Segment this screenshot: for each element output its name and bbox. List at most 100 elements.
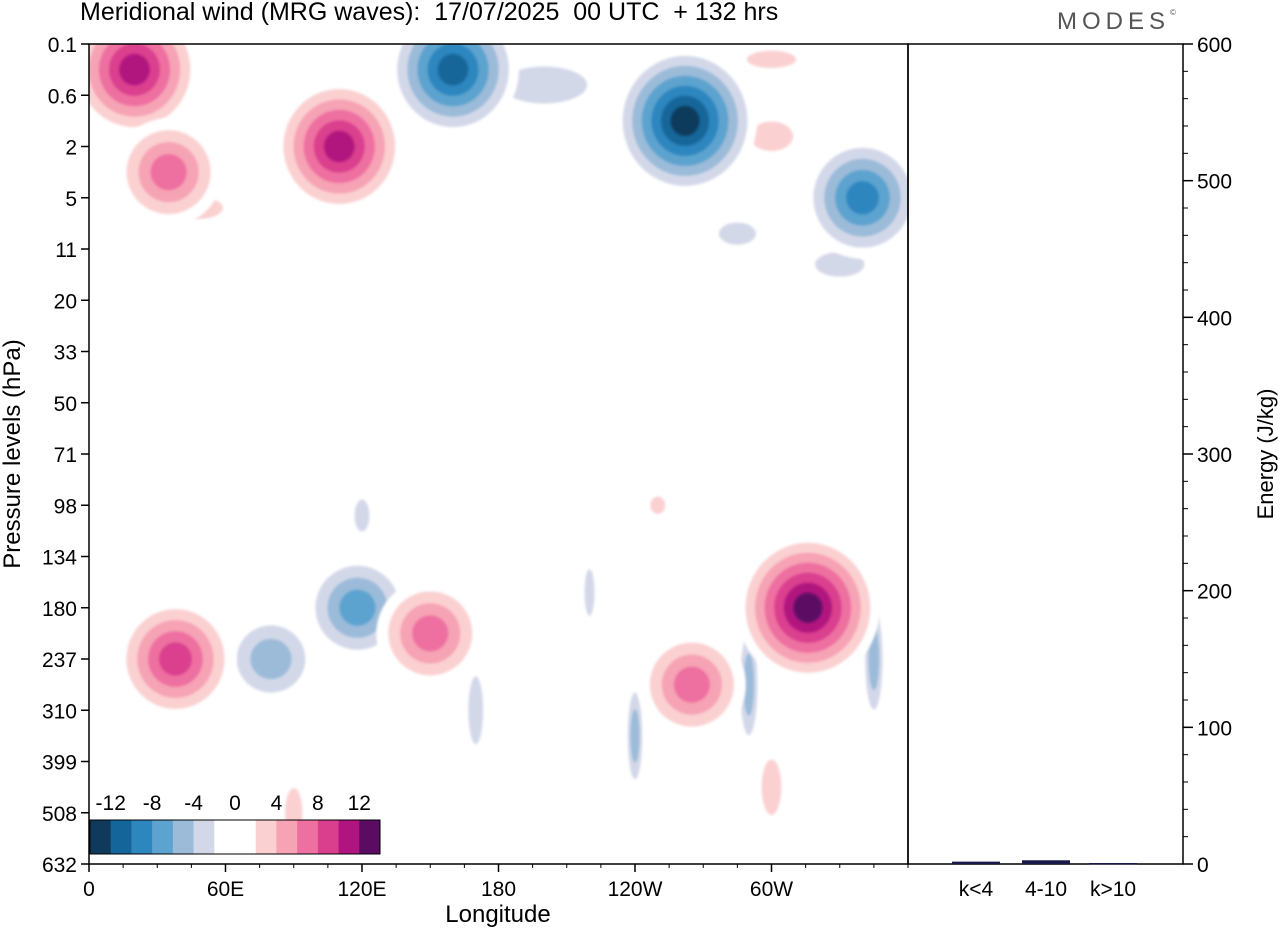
energy-tick-label: 200	[1197, 581, 1232, 604]
contour-feature-11-7	[793, 592, 823, 623]
energy-tick-label: 500	[1197, 171, 1232, 194]
contour-blob-7-1	[307, 252, 417, 277]
contour-blob-5-2	[718, 222, 756, 245]
contour-feature-4-7	[670, 105, 700, 136]
y-tick-label: 20	[54, 290, 77, 313]
contour-feature-9-4	[412, 615, 449, 652]
colorbar-swatch	[193, 820, 215, 854]
contour-feature-6-4	[339, 589, 376, 626]
y-tick-label: 50	[54, 393, 77, 416]
contour-feature-10-4	[673, 666, 710, 703]
contour-blob-18-2	[468, 676, 484, 745]
contour-blob-9-2	[749, 121, 794, 152]
y-tick-label: 98	[54, 495, 77, 518]
contour-blob-11-1	[369, 450, 400, 479]
energy-panel: k<4 4-10 k>10 0 100 200 300 400 500 600 Energy (J…	[907, 34, 1278, 901]
x-tick-label: 60E	[207, 878, 244, 901]
contour-blob-17-2	[584, 568, 595, 616]
colorbar-swatch	[297, 820, 319, 854]
colorbar-label: 12	[348, 792, 371, 815]
energy-category-label: 4-10	[1025, 878, 1067, 901]
y-tick-label: 632	[42, 854, 77, 877]
y-tick-label: 33	[54, 342, 77, 365]
contour-blob-12-2	[354, 499, 370, 532]
contour-blob-25-2	[761, 759, 782, 815]
contour-blob-26-1	[342, 716, 382, 807]
contour-blob-22-1	[530, 614, 558, 755]
contour-feature-8-5	[159, 642, 192, 676]
colorbar-label: 0	[229, 792, 241, 815]
y-tick-label: 5	[65, 188, 77, 211]
colorbar-label: -12	[96, 792, 126, 815]
colorbar-label: 8	[312, 792, 324, 815]
colorbar-swatch	[90, 820, 112, 854]
energy-tick-label: 300	[1197, 444, 1232, 467]
heatmap-axes: 0.1 0.6 2 5 11 20 33 50 71 98 134 180 237 310 399 508 63…	[42, 34, 909, 901]
colorbar-label: 4	[271, 792, 283, 815]
y-tick-label: 508	[42, 803, 77, 826]
colorbar-swatch	[338, 820, 360, 854]
contour-field	[89, 44, 908, 853]
contour-feature-0-6	[119, 53, 150, 86]
y-axis-label: Pressure levels (hPa)	[0, 339, 26, 568]
y-tick-label: 0.6	[48, 85, 77, 108]
brand-mark: ©	[1170, 8, 1176, 17]
x-tick-label: 60W	[750, 878, 793, 901]
brand-logo: MODES©	[1057, 8, 1176, 36]
brand-text: MODES	[1057, 8, 1171, 35]
energy-bar	[1089, 863, 1137, 865]
contour-feature-7-3	[250, 638, 292, 680]
y-tick-label: 180	[42, 598, 77, 621]
contour-blob-8-2	[815, 252, 865, 277]
energy-bar	[952, 861, 1000, 864]
energy-tick-label: 0	[1197, 854, 1209, 877]
energy-category-label: k<4	[959, 878, 994, 901]
contour-blob-28-1	[888, 644, 905, 725]
contour-blob-13-1	[420, 475, 441, 515]
contour-blob-6-1	[534, 240, 645, 269]
contour-blob-16-1	[213, 542, 238, 623]
energy-axis-label: Energy (J/kg)	[1253, 389, 1278, 520]
energy-axes: k<4 4-10 k>10 0 100 200 300 400 500 600	[959, 34, 1232, 901]
colorbar-swatch	[317, 820, 340, 854]
contour-blob-1-2	[500, 66, 588, 104]
y-tick-label: 0.1	[48, 34, 77, 57]
colorbar-frame	[89, 819, 381, 855]
y-tick-label: 134	[42, 547, 77, 570]
energy-bars	[952, 860, 1137, 865]
colorbar-swatch	[131, 820, 153, 854]
colorbar: -12 -8 -4 0 4 8 12	[89, 792, 381, 855]
energy-tick-label: 100	[1197, 717, 1232, 740]
x-tick-label: 180	[481, 878, 516, 901]
energy-category-label: k>10	[1090, 878, 1136, 901]
contour-feature-5-5	[846, 181, 879, 215]
colorbar-label: -4	[184, 792, 203, 815]
contour-feature-3-6	[437, 53, 469, 86]
contour-blob-10-1	[135, 306, 156, 335]
colorbar-swatch	[235, 820, 257, 854]
contour-feature-2-4	[150, 154, 187, 191]
y-tick-label: 2	[65, 137, 77, 160]
energy-frame	[907, 43, 1184, 865]
colorbar-swatch	[276, 820, 298, 854]
energy-tick-label: 400	[1197, 307, 1232, 330]
x-tick-label: 120E	[337, 878, 386, 901]
contour-blob-14-2	[650, 496, 666, 514]
y-tick-label: 237	[42, 649, 77, 672]
y-tick-label: 310	[42, 700, 77, 723]
colorbar-label: -8	[143, 792, 162, 815]
y-tick-label: 71	[54, 444, 77, 467]
x-tick-label: 0	[83, 878, 95, 901]
contour-blob-29-1	[484, 752, 513, 823]
contour-blob-15-1	[736, 473, 761, 506]
contour-blob-24-3	[743, 653, 755, 716]
y-tick-label: 399	[42, 752, 77, 775]
energy-bar	[1022, 860, 1070, 864]
colorbar-swatch	[255, 820, 277, 854]
contour-blob-2-2	[746, 50, 797, 68]
colorbar-swatch	[152, 820, 174, 854]
chart-title: Meridional wind (MRG waves): 17/07/2025 …	[80, 0, 779, 26]
colorbar-swatch	[359, 820, 381, 854]
contour-blob-23-3	[630, 709, 640, 763]
contour-feature-1-6	[324, 130, 355, 163]
